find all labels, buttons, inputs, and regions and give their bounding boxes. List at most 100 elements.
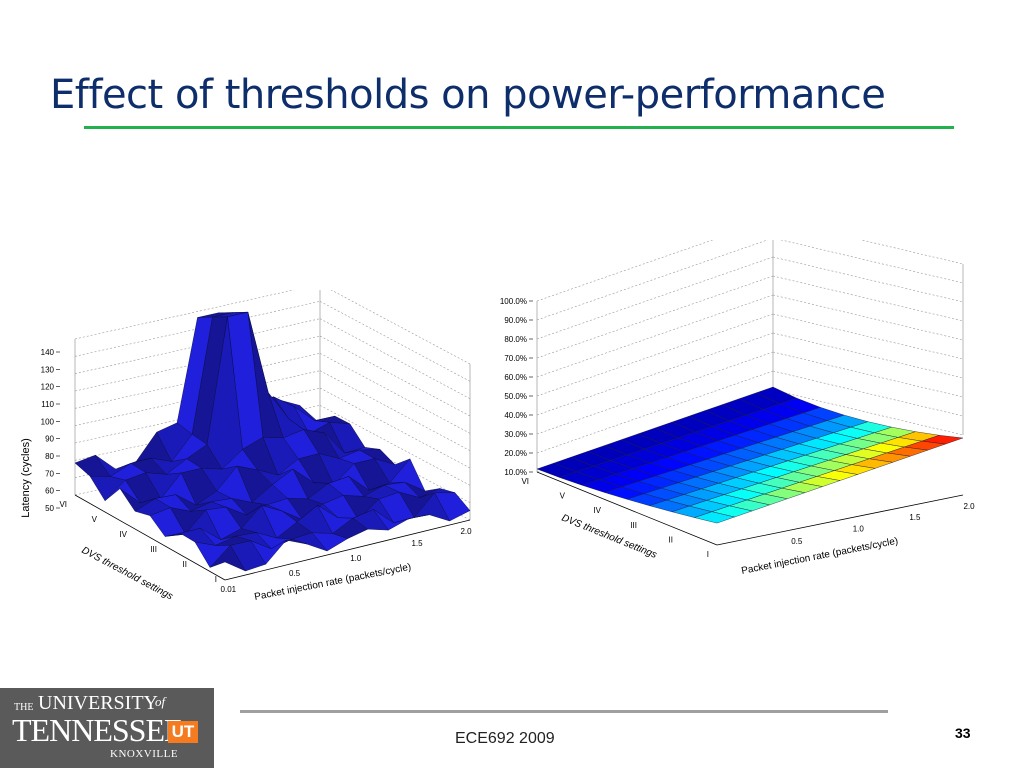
- right-z-tick-label: 20.0%: [504, 449, 527, 458]
- right-y-tick-label: IV: [593, 506, 601, 515]
- left-z-tick-label: 120: [41, 383, 55, 392]
- left-axis-line: [74, 494, 226, 581]
- slide-title: Effect of thresholds on power-performanc…: [50, 72, 886, 118]
- left-x-tick-label: 1.0: [350, 554, 362, 563]
- right-z-tick-label: 10.0%: [504, 468, 527, 477]
- left-wall-gridline: [319, 353, 471, 434]
- left-z-tick-label: 100: [41, 417, 55, 426]
- right-y-tick-label: II: [669, 535, 673, 544]
- left-y-tick-label: V: [92, 515, 98, 524]
- left-z-tick-label: 70: [45, 469, 54, 478]
- right-x-tick-label: 1.0: [853, 525, 865, 534]
- power-surface-plot: 100.0% 90.0% 80.0% 70.0% 60.0% 50.0% 40.0% 30.0…: [500, 240, 975, 577]
- left-plot-dvs-label: DVS threshold settings: [80, 545, 175, 602]
- left-x-tick-label: 0.01: [221, 585, 237, 594]
- right-wall-gridline: [860, 240, 964, 265]
- right-wall-gridline: [536, 240, 714, 302]
- right-x-tick-label: 2.0: [963, 502, 975, 511]
- left-z-tick-label: 50: [45, 504, 54, 513]
- left-y-tick-label: IV: [119, 530, 127, 539]
- left-wall-gridline: [74, 290, 295, 340]
- left-z-tick-label: 90: [45, 435, 54, 444]
- logo-tennessee: TENNESSEE: [12, 712, 184, 748]
- right-z-tick-label: 100.0%: [500, 297, 527, 306]
- logo-university: UNIVERSITY: [38, 692, 158, 714]
- right-wall-gridline: [536, 313, 774, 397]
- left-axis-line: [224, 519, 471, 581]
- left-y-tick-label: I: [215, 575, 217, 584]
- right-surface-patch: [693, 511, 736, 524]
- right-y-tick-label: VI: [521, 477, 529, 486]
- footer-course: ECE692 2009: [455, 730, 555, 747]
- right-z-tick-label: 80.0%: [504, 335, 527, 344]
- right-wall-gridline: [772, 332, 964, 379]
- right-plot-surface: [536, 386, 964, 524]
- left-wall-gridline: [319, 387, 471, 469]
- left-wall-gridline: [319, 370, 471, 451]
- left-x-tick-label: 1.5: [411, 539, 423, 548]
- right-wall-gridline: [536, 351, 774, 435]
- logo-ut-mark: UT: [168, 721, 198, 743]
- right-z-tick-label: 30.0%: [504, 430, 527, 439]
- logo-of: of: [155, 694, 166, 709]
- right-plot-x-ticks: 0.5 1.0 1.5 2.0: [791, 502, 975, 546]
- right-axis-line: [716, 494, 964, 546]
- right-y-tick-label: I: [707, 550, 709, 559]
- latency-surface-plot: 140 130 120 110 100 90 80 70 60 50 Latency (cycle…: [20, 290, 473, 603]
- left-z-tick-label: 80: [45, 452, 54, 461]
- left-plot-xlabel: Packet injection rate (packets/cycle): [253, 562, 412, 603]
- left-surface-patch: [209, 544, 246, 572]
- right-x-tick-label: 1.5: [909, 513, 921, 522]
- left-y-tick-label: III: [150, 545, 157, 554]
- right-wall-gridline: [772, 275, 964, 322]
- left-wall-gridline: [319, 405, 471, 486]
- left-y-tick-label: II: [183, 560, 187, 569]
- left-z-tick-label: 60: [45, 487, 54, 496]
- right-wall-gridline: [536, 256, 774, 340]
- left-wall-gridline: [319, 301, 471, 382]
- right-wall-gridline: [536, 332, 774, 416]
- logo-knoxville: KNOXVILLE: [110, 748, 179, 760]
- logo-the: THE: [14, 702, 34, 713]
- left-wall-gridline: [319, 335, 471, 417]
- right-y-tick-label: V: [560, 492, 566, 501]
- right-wall-gridline: [780, 240, 964, 284]
- right-x-tick-label: 0.5: [791, 537, 803, 546]
- left-plot-ylabel: Latency (cycles): [20, 438, 32, 517]
- right-axis-line: [536, 471, 718, 546]
- right-z-tick-label: 50.0%: [504, 392, 527, 401]
- left-plot-x-ticks: 0.01 0.5 1.0 1.5 2.0: [221, 527, 473, 594]
- right-wall-gridline: [536, 370, 774, 454]
- left-plot-z-ticks: 140 130 120 110 100 90 80 70 60 50: [41, 348, 60, 513]
- right-z-tick-label: 40.0%: [504, 411, 527, 420]
- right-wall-gridline: [536, 240, 769, 321]
- right-wall-gridline: [772, 351, 964, 398]
- right-wall-gridline: [772, 370, 964, 417]
- right-wall-gridline: [536, 275, 774, 359]
- left-y-tick-label: VI: [59, 500, 67, 509]
- right-wall-gridline: [772, 294, 964, 341]
- left-z-tick-label: 110: [41, 400, 54, 409]
- right-wall-gridline: [772, 313, 964, 360]
- right-plot-xlabel: Packet injection rate (packets/cycle): [740, 536, 899, 577]
- right-plot-z-ticks: 100.0% 90.0% 80.0% 70.0% 60.0% 50.0% 40.0% 30.0…: [500, 297, 533, 477]
- right-z-tick-label: 60.0%: [504, 373, 527, 382]
- left-wall-gridline: [330, 290, 471, 365]
- left-plot-surface: [74, 311, 471, 572]
- university-logo: THE UNIVERSITY of TENNESSEE UT KNOXVILLE: [0, 688, 214, 768]
- left-x-tick-label: 2.0: [460, 527, 472, 536]
- left-x-tick-label: 0.5: [289, 569, 301, 578]
- right-wall-gridline: [536, 294, 774, 378]
- left-z-tick-label: 140: [41, 348, 55, 357]
- title-underline: [84, 126, 954, 129]
- left-z-tick-label: 130: [41, 365, 55, 374]
- right-y-tick-label: III: [630, 521, 637, 530]
- footer-rule: [240, 710, 888, 713]
- page-number: 33: [955, 725, 971, 741]
- right-z-tick-label: 90.0%: [504, 316, 527, 325]
- right-z-tick-label: 70.0%: [504, 354, 527, 363]
- right-plot-dvs-label: DVS threshold settings: [560, 513, 658, 561]
- left-wall-gridline: [319, 318, 471, 399]
